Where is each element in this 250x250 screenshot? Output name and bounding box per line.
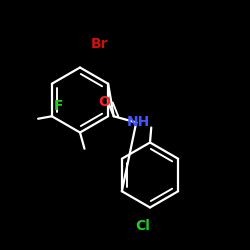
- Text: F: F: [54, 99, 64, 113]
- Text: NH: NH: [127, 116, 150, 130]
- Text: O: O: [98, 96, 110, 110]
- Text: Br: Br: [91, 37, 109, 51]
- Text: Cl: Cl: [135, 219, 150, 233]
